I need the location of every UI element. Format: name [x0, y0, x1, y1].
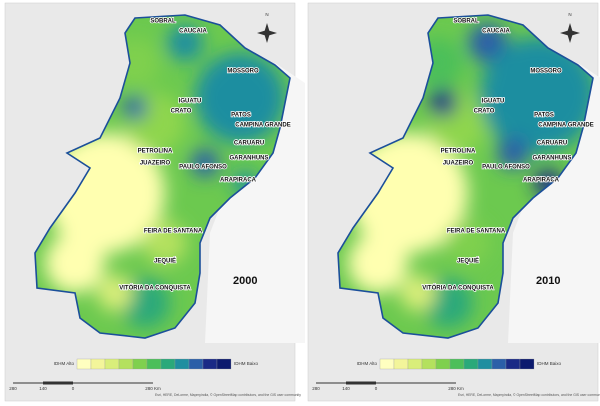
city-label: PETROLINA	[441, 149, 476, 155]
region-outline	[337, 14, 594, 339]
scale-label: 140	[342, 386, 350, 391]
idhm-blob	[429, 89, 457, 117]
attribution: Esri, HERE, DeLorme, Mapmyindia, © OpenS…	[458, 393, 600, 397]
idhm-blob	[446, 221, 490, 265]
legend-swatch	[188, 358, 204, 370]
city-label: ARAPIRACA	[523, 178, 560, 184]
legend-swatch	[90, 358, 106, 370]
city-label: PAULO AFONSO	[179, 165, 227, 171]
legend-swatch	[505, 358, 521, 370]
scale-label: 280 Km	[448, 386, 464, 391]
scale-label: 280 Km	[145, 386, 161, 391]
legend-swatch	[421, 358, 437, 370]
city-label: PETROLINA	[138, 149, 173, 155]
city-label: JUAZEIRO	[140, 161, 171, 167]
city-label: SOBRAL	[150, 19, 176, 25]
city-label: CAUCAIA	[482, 29, 510, 35]
year-label: 2000	[233, 275, 257, 287]
city-label: GARANHUNS	[533, 156, 572, 162]
legend-swatch	[393, 358, 409, 370]
legend-high: IDHM Alto	[54, 361, 75, 366]
city-label: CAUCAIA	[179, 29, 207, 35]
scale-segment	[43, 381, 73, 385]
idhm-blob	[143, 221, 187, 265]
attribution: Esri, HERE, DeLorme, Mapmyindia, © OpenS…	[155, 393, 301, 397]
idhm-blob	[348, 233, 408, 293]
scale-label: 140	[39, 386, 47, 391]
city-label: PATOS	[231, 113, 251, 119]
city-label: CARUARU	[234, 141, 264, 147]
idhm-blob	[45, 233, 105, 293]
city-label: PATOS	[534, 113, 554, 119]
city-label: JUAZEIRO	[443, 161, 474, 167]
legend-swatch	[463, 358, 479, 370]
legend-swatch	[104, 358, 120, 370]
legend-low: IDHM Baixo	[537, 361, 562, 366]
scale-label: 0	[72, 386, 75, 391]
city-label: CARUARU	[537, 141, 567, 147]
legend-swatch	[519, 358, 535, 370]
legend-swatch	[76, 358, 92, 370]
region-outline	[34, 14, 291, 339]
idhm-blob	[480, 37, 593, 153]
legend-swatch	[118, 358, 134, 370]
scale-segment	[346, 381, 376, 385]
city-label: CRATO	[474, 109, 495, 115]
legend-high: IDHM Alto	[357, 361, 378, 366]
north-arrow	[257, 23, 277, 43]
legend-swatch	[477, 358, 493, 370]
legend-swatch	[216, 358, 232, 370]
city-label: SOBRAL	[453, 19, 479, 25]
city-label: JEQUIÉ	[154, 257, 176, 265]
coast	[205, 63, 305, 343]
idhm-blob	[400, 275, 436, 311]
legend-low: IDHM Baixo	[234, 361, 259, 366]
city-label: VITÓRIA DA CONQUISTA	[119, 284, 191, 292]
legend-swatch	[132, 358, 148, 370]
legend-swatch	[202, 358, 218, 370]
legend-swatch	[174, 358, 190, 370]
idhm-blob	[497, 137, 529, 169]
idhm-blob	[123, 96, 147, 120]
surface-blobs	[45, 25, 285, 328]
city-label: VITÓRIA DA CONQUISTA	[422, 284, 494, 292]
city-label: MOSSORO	[530, 69, 562, 75]
north-label: N	[568, 12, 571, 17]
city-label: ARAPIRACA	[220, 178, 257, 184]
idhm-blob	[167, 25, 203, 61]
legend-swatch	[435, 358, 451, 370]
year-label: 2010	[536, 275, 560, 287]
idhm-blob	[191, 149, 219, 177]
city-label: IGUATU	[179, 99, 202, 105]
legend-swatch	[449, 358, 465, 370]
city-label: IGUATU	[482, 99, 505, 105]
scale-label: 0	[375, 386, 378, 391]
city-label: MOSSORO	[227, 69, 259, 75]
city-label: FEIRA DE SANTANA	[144, 229, 203, 235]
legend-swatch	[146, 358, 162, 370]
legend-swatch	[491, 358, 507, 370]
north-arrow	[560, 23, 580, 43]
city-label: CAMPINA GRANDE	[538, 123, 593, 129]
city-label: CAMPINA GRANDE	[235, 123, 290, 129]
legend-swatch	[160, 358, 176, 370]
legend-swatch	[379, 358, 395, 370]
idhm-blob	[195, 53, 285, 143]
city-label: GARANHUNS	[230, 156, 269, 162]
legend-swatch	[407, 358, 423, 370]
north-label: N	[265, 12, 268, 17]
city-label: PAULO AFONSO	[482, 165, 530, 171]
city-label: JEQUIÉ	[457, 257, 479, 265]
scale-label: 280	[312, 386, 320, 391]
scale-label: 280	[9, 386, 17, 391]
city-label: FEIRA DE SANTANA	[447, 229, 506, 235]
city-label: CRATO	[171, 109, 192, 115]
idhm-blob	[97, 275, 133, 311]
